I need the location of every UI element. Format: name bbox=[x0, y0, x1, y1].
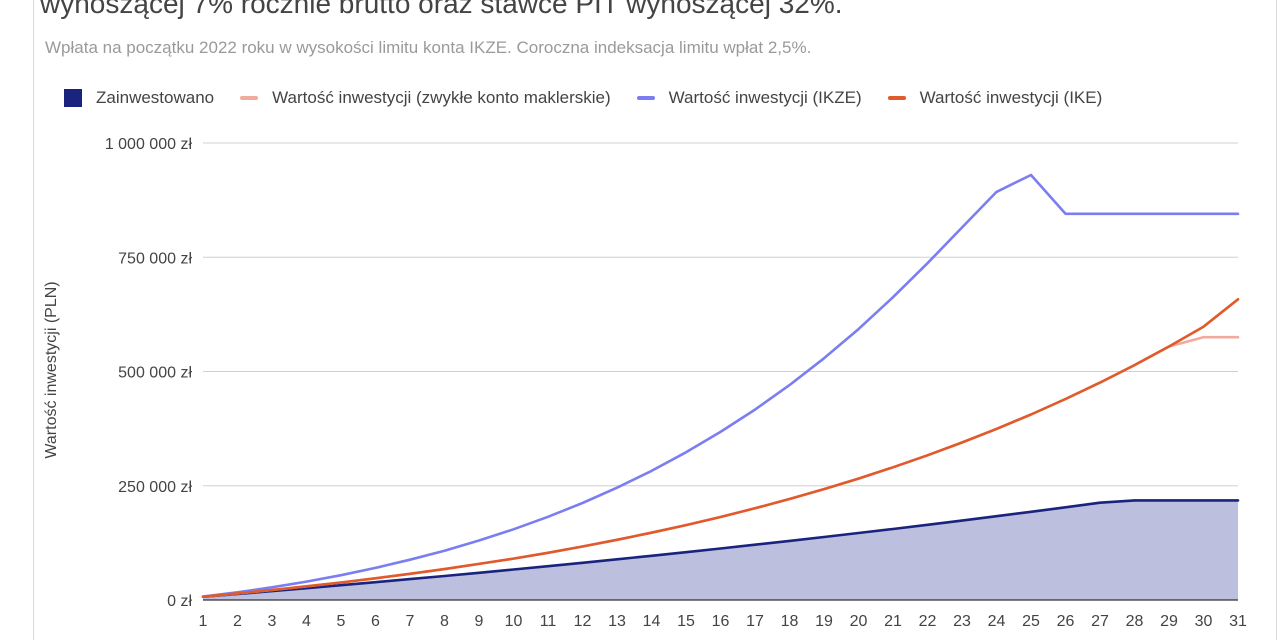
y-axis-title: Wartość inwestycji (PLN) bbox=[43, 281, 60, 458]
series-line-ikze bbox=[201, 173, 1240, 598]
left-frame-border bbox=[33, 0, 34, 640]
legend-label-ike: Wartość inwestycji (IKE) bbox=[919, 88, 1103, 107]
x-tick-label-27: 27 bbox=[1091, 613, 1109, 630]
x-tick-label-28: 28 bbox=[1126, 613, 1144, 630]
y-tick-label-4: 1 000 000 zł bbox=[105, 136, 193, 153]
x-tick-label-16: 16 bbox=[712, 613, 730, 630]
x-tick-label-9: 9 bbox=[475, 613, 484, 630]
x-tick-label-31: 31 bbox=[1229, 613, 1247, 630]
x-tick-label-20: 20 bbox=[850, 613, 868, 630]
series-area-invested bbox=[203, 500, 1238, 600]
x-tick-label-8: 8 bbox=[440, 613, 449, 630]
x-tick-label-6: 6 bbox=[371, 613, 380, 630]
y-axis-tick-labels: 0 zł 250 000 zł 500 000 zł 750 000 zł 1 000 … bbox=[105, 136, 193, 610]
x-tick-label-26: 26 bbox=[1057, 613, 1075, 630]
y-tick-label-1: 250 000 zł bbox=[118, 479, 192, 496]
x-tick-label-30: 30 bbox=[1195, 613, 1213, 630]
x-tick-label-18: 18 bbox=[781, 613, 799, 630]
x-tick-label-23: 23 bbox=[953, 613, 971, 630]
x-tick-label-22: 22 bbox=[919, 613, 937, 630]
chart-title: wynoszącej 7% rocznie brutto oraz stawce… bbox=[40, 0, 843, 19]
legend-label-invested: Zainwestowano bbox=[96, 88, 215, 107]
legend-swatch-brokerage bbox=[240, 96, 259, 100]
series-line-ike bbox=[201, 298, 1240, 598]
plot-area bbox=[201, 173, 1240, 601]
x-tick-label-3: 3 bbox=[268, 613, 277, 630]
legend-item-ike: Wartość inwestycji (IKE) bbox=[887, 88, 1103, 108]
chart-subtitle: Wpłata na początku 2022 roku w wysokości… bbox=[45, 38, 812, 57]
x-tick-label-2: 2 bbox=[233, 613, 242, 630]
x-tick-label-10: 10 bbox=[505, 613, 523, 630]
legend-item-brokerage: Wartość inwestycji (zwykłe konto maklers… bbox=[240, 88, 611, 108]
y-tick-label-2: 500 000 zł bbox=[118, 365, 192, 382]
x-tick-label-1: 1 bbox=[199, 613, 208, 630]
y-tick-label-3: 750 000 zł bbox=[118, 250, 192, 267]
series-line-invested bbox=[201, 499, 1240, 599]
x-tick-label-12: 12 bbox=[574, 613, 592, 630]
legend-swatch-ikze bbox=[636, 96, 655, 100]
x-tick-label-25: 25 bbox=[1022, 613, 1040, 630]
x-tick-label-4: 4 bbox=[302, 613, 311, 630]
x-tick-label-24: 24 bbox=[988, 613, 1006, 630]
legend-swatch-invested bbox=[64, 89, 82, 107]
right-frame-border bbox=[1276, 0, 1277, 640]
legend-label-ikze: Wartość inwestycji (IKZE) bbox=[668, 88, 862, 107]
y-tick-label-0: 0 zł bbox=[167, 593, 192, 610]
chart-legend: Zainwestowano Wartość inwestycji (zwykłe… bbox=[64, 86, 1128, 110]
legend-item-ikze: Wartość inwestycji (IKZE) bbox=[636, 88, 862, 108]
x-tick-label-7: 7 bbox=[406, 613, 415, 630]
x-tick-label-19: 19 bbox=[815, 613, 833, 630]
x-tick-label-15: 15 bbox=[677, 613, 695, 630]
x-tick-label-14: 14 bbox=[643, 613, 661, 630]
x-tick-label-17: 17 bbox=[746, 613, 764, 630]
legend-label-brokerage: Wartość inwestycji (zwykłe konto maklers… bbox=[272, 88, 611, 107]
legend-swatch-ike bbox=[887, 96, 906, 100]
x-tick-label-5: 5 bbox=[337, 613, 346, 630]
legend-item-invested: Zainwestowano bbox=[64, 88, 214, 108]
x-tick-label-13: 13 bbox=[608, 613, 626, 630]
x-tick-label-21: 21 bbox=[884, 613, 902, 630]
x-tick-label-11: 11 bbox=[540, 613, 557, 630]
x-tick-label-29: 29 bbox=[1160, 613, 1178, 630]
x-axis-tick-labels: 1 2 3 4 5 6 7 8 9 10 11 12 13 14 15 16 17 18 19 20 21 22 23 24 2… bbox=[199, 613, 1247, 630]
